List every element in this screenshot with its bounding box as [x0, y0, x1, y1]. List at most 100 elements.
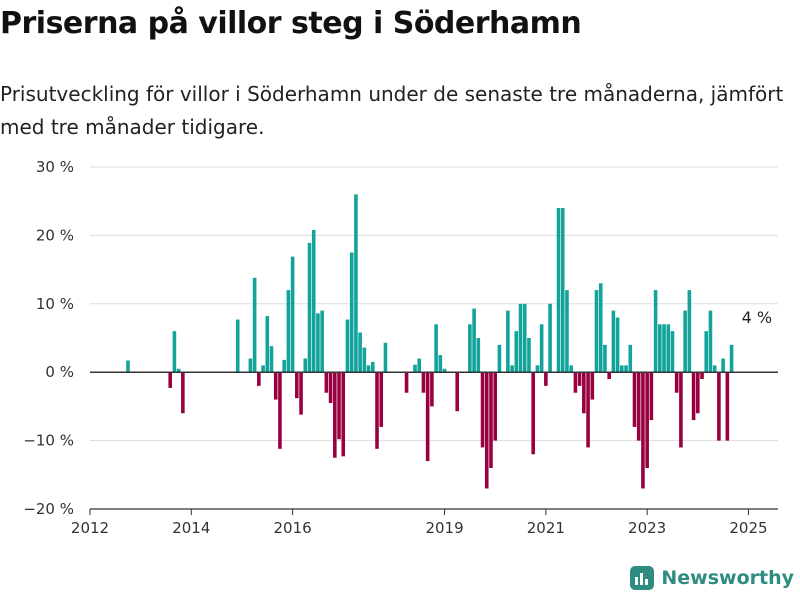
bar: [349, 252, 354, 373]
bar: [670, 331, 675, 373]
x-tick-label: 2025: [729, 519, 767, 537]
bar: [687, 290, 692, 373]
bar: [674, 372, 679, 393]
bar: [269, 346, 274, 373]
bar: [590, 372, 595, 400]
bar: [320, 310, 324, 373]
brand-name: Newsworthy: [661, 567, 794, 589]
bar: [341, 372, 346, 457]
bar: [421, 372, 426, 393]
bar: [434, 324, 438, 373]
labels: 30 % 20 % 10 % 0 % −10 % −20 %2012 2014 2016 201…: [23, 158, 772, 537]
bar: [126, 360, 130, 373]
annotation-label: 4 %: [742, 308, 772, 327]
y-tick-label: 0 %: [45, 363, 74, 381]
bar: [506, 310, 510, 373]
bar: [303, 358, 308, 373]
bar: [548, 303, 552, 373]
bar: [472, 308, 476, 373]
bar: [565, 290, 569, 373]
bar: [603, 344, 607, 373]
bar: [257, 372, 261, 386]
bar: [582, 372, 586, 414]
bar: [468, 324, 472, 373]
bar: [328, 372, 333, 403]
bar: [544, 372, 548, 386]
bar: [383, 342, 388, 373]
bar: [252, 277, 257, 373]
bar: [717, 372, 721, 441]
y-tick-label: −20 %: [23, 500, 74, 518]
bar: [273, 372, 278, 400]
bar: [721, 358, 725, 373]
bar: [358, 332, 362, 373]
bar: [594, 290, 599, 373]
bar: [379, 372, 384, 427]
bar: [586, 372, 590, 448]
bar: [704, 331, 709, 373]
bar: [333, 372, 337, 458]
brand-logo: Newsworthy: [629, 565, 794, 591]
y-tick-label: 10 %: [36, 295, 74, 313]
bar: [514, 331, 519, 373]
bar: [337, 372, 341, 440]
bar: [311, 229, 316, 373]
bar: [636, 372, 641, 441]
bar: [560, 208, 565, 373]
bar: [176, 368, 181, 373]
x-tick-label: 2014: [172, 519, 210, 537]
bar: [653, 290, 658, 373]
bars: [126, 194, 734, 489]
newsworthy-logo-icon: [630, 566, 655, 590]
bar: [354, 194, 358, 373]
bar: [679, 372, 683, 448]
bar: [413, 364, 417, 373]
bar: [510, 365, 514, 373]
bar: [615, 317, 620, 373]
bar: [518, 303, 523, 373]
bar: [324, 372, 329, 393]
bar: [307, 242, 312, 373]
bar: [484, 372, 489, 489]
bar: [607, 372, 611, 380]
bar: [235, 319, 240, 373]
bar: [375, 372, 379, 449]
x-tick-label: 2016: [274, 519, 312, 537]
x-tick-label: 2019: [425, 519, 463, 537]
bar: [577, 372, 582, 386]
x-tick-label: 2023: [628, 519, 666, 537]
bar: [645, 372, 649, 468]
bar: [286, 290, 291, 373]
bar: [632, 372, 637, 427]
y-tick-label: 30 %: [36, 158, 74, 176]
bar: [425, 372, 430, 462]
bar: [261, 365, 265, 373]
bar: [345, 319, 350, 373]
bar: [438, 355, 443, 373]
x-tick-label: 2021: [527, 519, 565, 537]
bar: [282, 359, 286, 373]
bar: [497, 344, 502, 373]
bar: [556, 208, 561, 373]
bar: [480, 372, 485, 448]
y-tick-label: 20 %: [36, 226, 74, 244]
bar: [316, 313, 320, 373]
bar: [493, 372, 497, 441]
bar: [641, 372, 645, 489]
bar: [569, 365, 573, 373]
bar: [620, 365, 624, 373]
bar: [181, 372, 185, 414]
bar: [290, 256, 295, 373]
bar: [666, 324, 671, 373]
bar: [248, 358, 253, 373]
bar: [371, 361, 375, 373]
bar: [624, 365, 628, 373]
bar: [172, 331, 177, 373]
bar: [489, 372, 493, 468]
bar: [417, 358, 422, 373]
bar: [442, 368, 447, 373]
bar: [366, 365, 371, 373]
bar: [362, 347, 367, 373]
bar: [658, 324, 662, 373]
bar: [295, 372, 299, 399]
